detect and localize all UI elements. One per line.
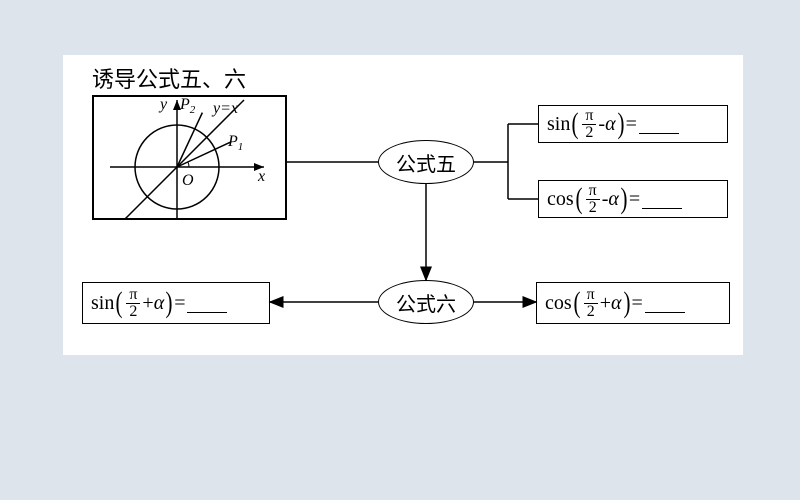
fn-name: sin	[547, 113, 570, 136]
fraction: π2	[126, 287, 140, 320]
answer-blank[interactable]	[645, 293, 685, 313]
fraction: π2	[584, 287, 598, 320]
formula-cos-plus: cos(π2+α)=	[536, 282, 730, 324]
fn-name: sin	[91, 292, 114, 315]
node-five-label: 公式五	[396, 148, 456, 177]
alpha: α	[608, 188, 619, 211]
answer-blank[interactable]	[187, 293, 227, 313]
page-title: 诱导公式五、六	[92, 62, 246, 94]
node-formula-six: 公式六	[378, 280, 474, 324]
alpha: α	[611, 292, 622, 315]
formula-sin-plus: sin(π2+α)=	[82, 282, 270, 324]
graph-label-P1: P1	[228, 133, 243, 153]
node-six-label: 公式六	[396, 288, 456, 317]
graph-label-yx: y=x	[213, 100, 238, 118]
alpha: α	[154, 292, 165, 315]
fraction: π2	[582, 108, 596, 141]
node-formula-five: 公式五	[378, 140, 474, 184]
graph-label-x: x	[258, 168, 265, 186]
answer-blank[interactable]	[639, 114, 679, 134]
fn-name: cos	[545, 292, 572, 315]
alpha: α	[605, 113, 616, 136]
graph-label-P2: P2	[180, 96, 195, 116]
fraction: π2	[586, 183, 600, 216]
answer-blank[interactable]	[642, 189, 682, 209]
graph-label-y: y	[160, 96, 167, 114]
formula-sin-minus: sin(π2-α)=	[538, 105, 728, 143]
graph-label-O: O	[182, 172, 194, 190]
fn-name: cos	[547, 188, 574, 211]
formula-cos-minus: cos(π2-α)=	[538, 180, 728, 218]
